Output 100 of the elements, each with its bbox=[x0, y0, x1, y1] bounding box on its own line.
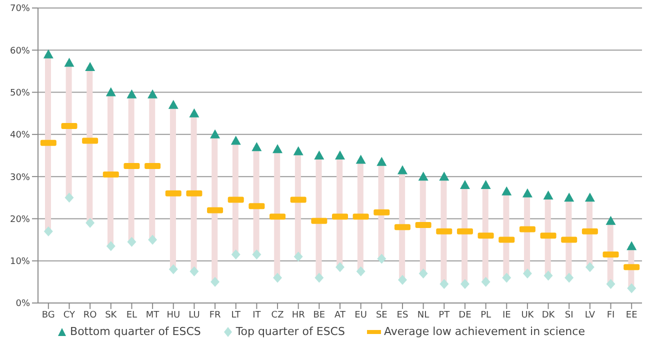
point bbox=[335, 150, 345, 160]
x-tick-label: IT bbox=[252, 310, 262, 320]
point bbox=[168, 264, 178, 274]
x-tick-label: UK bbox=[521, 310, 535, 320]
bar bbox=[149, 94, 156, 240]
x-tick-label: SK bbox=[105, 310, 118, 320]
x-tick-label: EL bbox=[126, 310, 138, 320]
x-tick-label: RO bbox=[83, 310, 97, 320]
x-tick-label: PT bbox=[438, 310, 450, 320]
x-tick-label: SE bbox=[376, 310, 388, 320]
legend-label: Bottom quarter of ESCS bbox=[70, 325, 201, 338]
x-tick-label: CZ bbox=[271, 310, 284, 320]
bar bbox=[86, 67, 93, 223]
point bbox=[376, 156, 387, 166]
point bbox=[272, 144, 283, 154]
bar bbox=[274, 149, 280, 278]
point bbox=[356, 266, 366, 276]
point bbox=[440, 279, 449, 290]
x-tick-label: EE bbox=[626, 310, 638, 320]
point bbox=[439, 172, 450, 181]
point bbox=[168, 100, 178, 109]
x-tick-label: HU bbox=[166, 310, 180, 320]
y-tick-label: 20% bbox=[10, 214, 30, 225]
point bbox=[480, 180, 491, 189]
x-tick-label: FI bbox=[606, 310, 615, 320]
x-tick-label: SI bbox=[564, 310, 574, 320]
point bbox=[585, 262, 594, 272]
point bbox=[86, 218, 95, 228]
point bbox=[418, 268, 428, 278]
x-tick-label: PL bbox=[480, 310, 492, 320]
point bbox=[606, 216, 616, 225]
point bbox=[148, 234, 158, 245]
point bbox=[314, 150, 324, 160]
point bbox=[106, 241, 116, 252]
bar bbox=[212, 134, 218, 282]
point bbox=[627, 283, 636, 294]
point bbox=[502, 272, 512, 283]
x-tick-label: HR bbox=[292, 310, 305, 320]
x-tick-label: AT bbox=[334, 310, 346, 320]
point bbox=[64, 58, 74, 67]
bar bbox=[45, 54, 51, 232]
y-tick-label: 30% bbox=[10, 172, 30, 183]
point bbox=[210, 276, 220, 287]
point bbox=[522, 268, 532, 278]
point bbox=[606, 279, 616, 290]
x-tick-label: MT bbox=[146, 310, 160, 320]
point bbox=[398, 274, 407, 285]
bar bbox=[107, 92, 114, 246]
point bbox=[210, 129, 220, 138]
point bbox=[336, 262, 344, 272]
x-tick-label: NL bbox=[417, 310, 430, 320]
x-tick-label: DK bbox=[542, 310, 556, 320]
y-tick-label: 50% bbox=[10, 88, 30, 98]
point bbox=[626, 241, 637, 250]
y-tick-label: 70% bbox=[10, 4, 30, 14]
x-tick-label: LU bbox=[188, 310, 200, 320]
point bbox=[294, 252, 303, 262]
point bbox=[377, 254, 386, 264]
point bbox=[273, 272, 282, 283]
point bbox=[543, 190, 554, 200]
point bbox=[544, 270, 553, 281]
point bbox=[460, 180, 470, 189]
point bbox=[481, 276, 490, 287]
y-tick-label: 0% bbox=[16, 299, 30, 310]
x-tick-label: ES bbox=[396, 310, 408, 320]
point bbox=[564, 272, 574, 283]
point bbox=[85, 62, 96, 71]
x-tick-label: EU bbox=[354, 310, 367, 320]
x-tick-label: BE bbox=[313, 310, 326, 320]
point bbox=[126, 89, 137, 98]
point bbox=[314, 272, 324, 283]
point bbox=[522, 188, 532, 198]
x-tick-label: FR bbox=[209, 310, 221, 320]
point bbox=[356, 154, 366, 164]
point bbox=[190, 266, 199, 276]
x-tick-label: CY bbox=[63, 310, 76, 320]
point bbox=[293, 146, 304, 156]
legend-label: Average low achievement in science bbox=[384, 325, 585, 338]
point bbox=[106, 87, 116, 96]
x-tick-label: IE bbox=[502, 310, 512, 320]
x-tick-label: BG bbox=[42, 310, 55, 320]
x-tick-label: LV bbox=[584, 310, 596, 320]
point bbox=[418, 172, 428, 181]
point bbox=[44, 226, 53, 236]
point bbox=[502, 186, 512, 196]
x-tick-label: DE bbox=[458, 310, 472, 320]
point bbox=[127, 236, 136, 247]
point bbox=[189, 108, 200, 118]
point bbox=[43, 49, 54, 58]
point bbox=[252, 250, 262, 260]
point bbox=[64, 192, 74, 203]
legend-label: Top quarter of ESCS bbox=[236, 325, 345, 338]
point bbox=[460, 279, 470, 290]
point bbox=[252, 142, 262, 152]
y-tick-label: 60% bbox=[10, 46, 30, 56]
point bbox=[564, 192, 574, 202]
point bbox=[397, 165, 408, 174]
point bbox=[148, 89, 158, 98]
point bbox=[231, 250, 240, 260]
point bbox=[230, 136, 241, 145]
